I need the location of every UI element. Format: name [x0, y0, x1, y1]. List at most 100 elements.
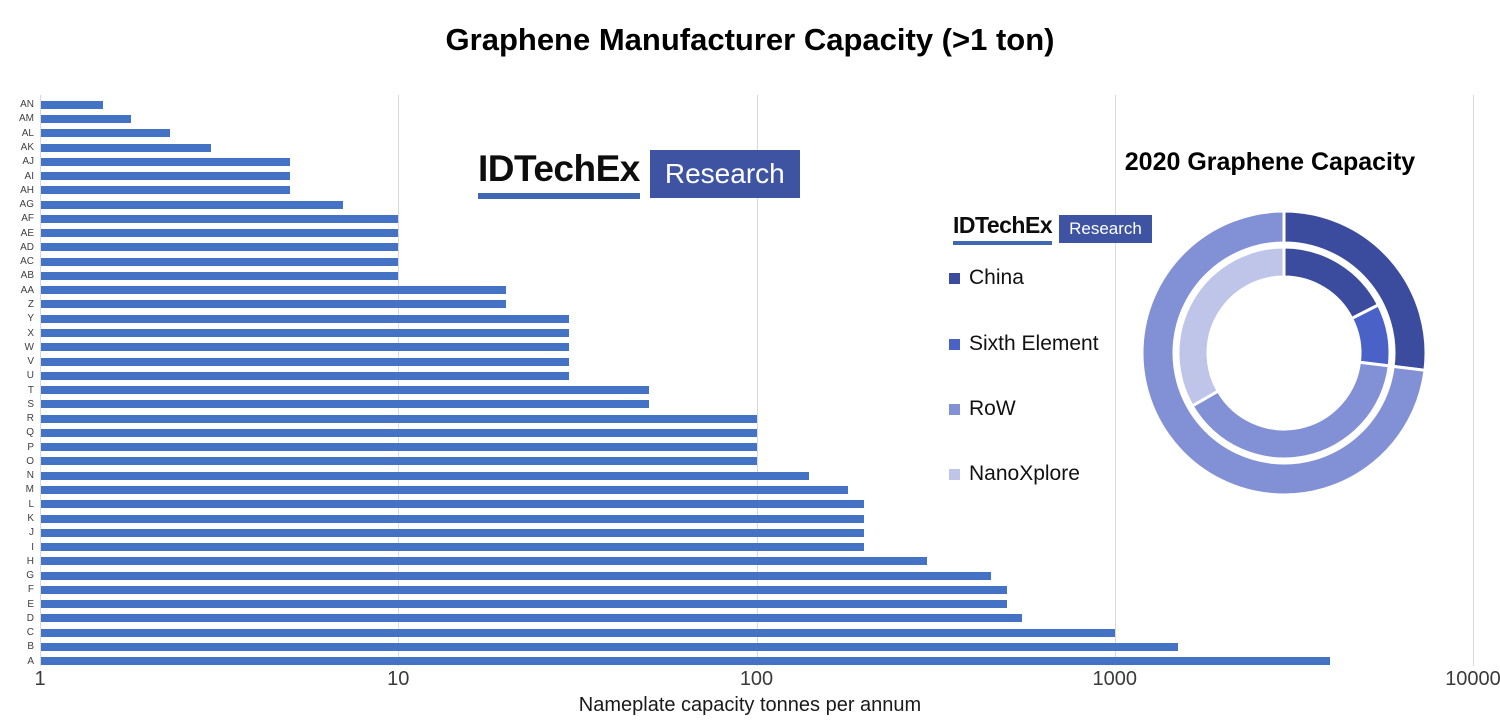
y-axis-label: AJ	[22, 156, 34, 168]
y-axis-label: H	[26, 555, 34, 567]
idtechex-wordmark: IDTechEx	[953, 212, 1053, 245]
legend-item-nanoxplore: NanoXplore	[949, 461, 1080, 487]
legend-swatch-icon	[949, 338, 960, 350]
y-axis-label: AC	[20, 256, 34, 268]
y-axis-label: J	[29, 527, 34, 539]
bar-D	[41, 614, 1022, 623]
bar-F	[41, 585, 1007, 594]
y-axis-label: V	[27, 356, 34, 368]
y-axis-label: G	[26, 570, 34, 582]
y-axis-label: F	[27, 584, 34, 596]
y-axis-label: E	[27, 598, 34, 610]
idtechex-logo-large: IDTechEx Research	[478, 148, 800, 199]
bar-W	[41, 343, 570, 352]
y-axis-label: X	[27, 327, 34, 339]
bar-AC	[41, 257, 399, 266]
y-axis-label: O	[26, 455, 34, 467]
y-axis-label: T	[27, 384, 34, 396]
legend-label: China	[969, 266, 1024, 289]
bar-Z	[41, 300, 507, 309]
y-axis-label: I	[31, 541, 34, 553]
bar-L	[41, 500, 865, 509]
gridline	[1473, 95, 1474, 666]
y-axis-label: Q	[26, 427, 34, 439]
bar-V	[41, 357, 570, 366]
legend-item-sixth-element: Sixth Element	[949, 331, 1099, 357]
bar-AD	[41, 243, 399, 252]
y-axis-label: AK	[20, 142, 34, 153]
y-axis-label: AF	[21, 213, 34, 225]
y-axis-label: AB	[20, 270, 34, 282]
legend-swatch-icon	[949, 468, 960, 480]
legend-swatch-icon	[949, 272, 960, 284]
bar-AB	[41, 271, 399, 280]
bar-AJ	[41, 157, 291, 166]
y-axis-label: K	[27, 513, 34, 525]
bar-AA	[41, 286, 507, 295]
legend-label: RoW	[969, 397, 1016, 420]
y-axis-label: S	[27, 398, 34, 410]
bar-A	[41, 657, 1331, 666]
legend-swatch-icon	[949, 403, 960, 415]
x-axis-title: Nameplate capacity tonnes per annum	[578, 694, 922, 716]
bar-H	[41, 557, 928, 566]
y-axis-label: Y	[27, 313, 34, 325]
bar-AH	[41, 186, 291, 195]
inner-segment-nanoxplore	[1176, 245, 1286, 409]
y-axis-label: A	[27, 655, 34, 667]
x-tick-label: 10000	[1445, 668, 1500, 690]
bar-C	[41, 628, 1115, 637]
bar-M	[41, 485, 848, 494]
x-tick-label: 100	[739, 668, 774, 690]
bar-J	[41, 528, 865, 537]
y-axis-label: D	[26, 612, 34, 624]
y-axis-label: M	[25, 484, 34, 496]
y-axis-label: AL	[21, 127, 34, 139]
y-axis-label: W	[24, 341, 34, 353]
y-axis-label: AD	[20, 241, 34, 253]
bar-G	[41, 571, 991, 580]
gridline	[1114, 95, 1116, 666]
bar-AG	[41, 200, 343, 209]
y-axis-label: Z	[27, 298, 34, 310]
y-axis-label: L	[28, 498, 34, 510]
y-axis-label: N	[26, 470, 34, 482]
y-axis-label: B	[27, 641, 34, 653]
gridline	[756, 95, 758, 666]
y-axis-label: U	[26, 370, 34, 382]
bar-AI	[41, 172, 291, 181]
bar-Q	[41, 428, 757, 437]
bar-AL	[41, 129, 170, 138]
x-tick-label: 10	[387, 668, 410, 690]
bar-O	[41, 457, 757, 466]
donut-chart-title: 2020 Graphene Capacity	[1124, 148, 1416, 176]
bar-AF	[41, 214, 399, 223]
y-axis-label: R	[26, 413, 34, 425]
legend-label: NanoXplore	[969, 462, 1080, 485]
x-tick-label: 1000	[1092, 668, 1138, 690]
x-tick-label: 1	[34, 668, 46, 690]
bar-S	[41, 400, 649, 409]
research-badge: Research	[649, 149, 800, 198]
y-axis-label: AH	[20, 184, 34, 196]
y-axis-label: P	[27, 441, 34, 453]
bar-AE	[41, 229, 399, 238]
legend-item-row: RoW	[949, 396, 1016, 422]
legend-item-china: China	[949, 265, 1024, 291]
bar-AK	[41, 143, 211, 152]
y-axis-label: C	[26, 627, 34, 639]
bar-E	[41, 600, 1007, 609]
bar-AM	[41, 114, 132, 123]
gridline	[40, 95, 41, 666]
bar-K	[41, 514, 865, 523]
gridline	[398, 95, 400, 666]
bar-chart-title: Graphene Manufacturer Capacity (>1 ton)	[445, 22, 1055, 57]
research-badge: Research	[1059, 214, 1152, 243]
bar-X	[41, 329, 570, 338]
bar-R	[41, 414, 757, 423]
donut-chart	[1140, 209, 1428, 497]
inner-segment-sixth-element	[1349, 302, 1392, 368]
y-axis-label: AA	[20, 284, 34, 296]
legend-label: Sixth Element	[969, 332, 1099, 355]
idtechex-wordmark: IDTechEx	[478, 148, 640, 199]
